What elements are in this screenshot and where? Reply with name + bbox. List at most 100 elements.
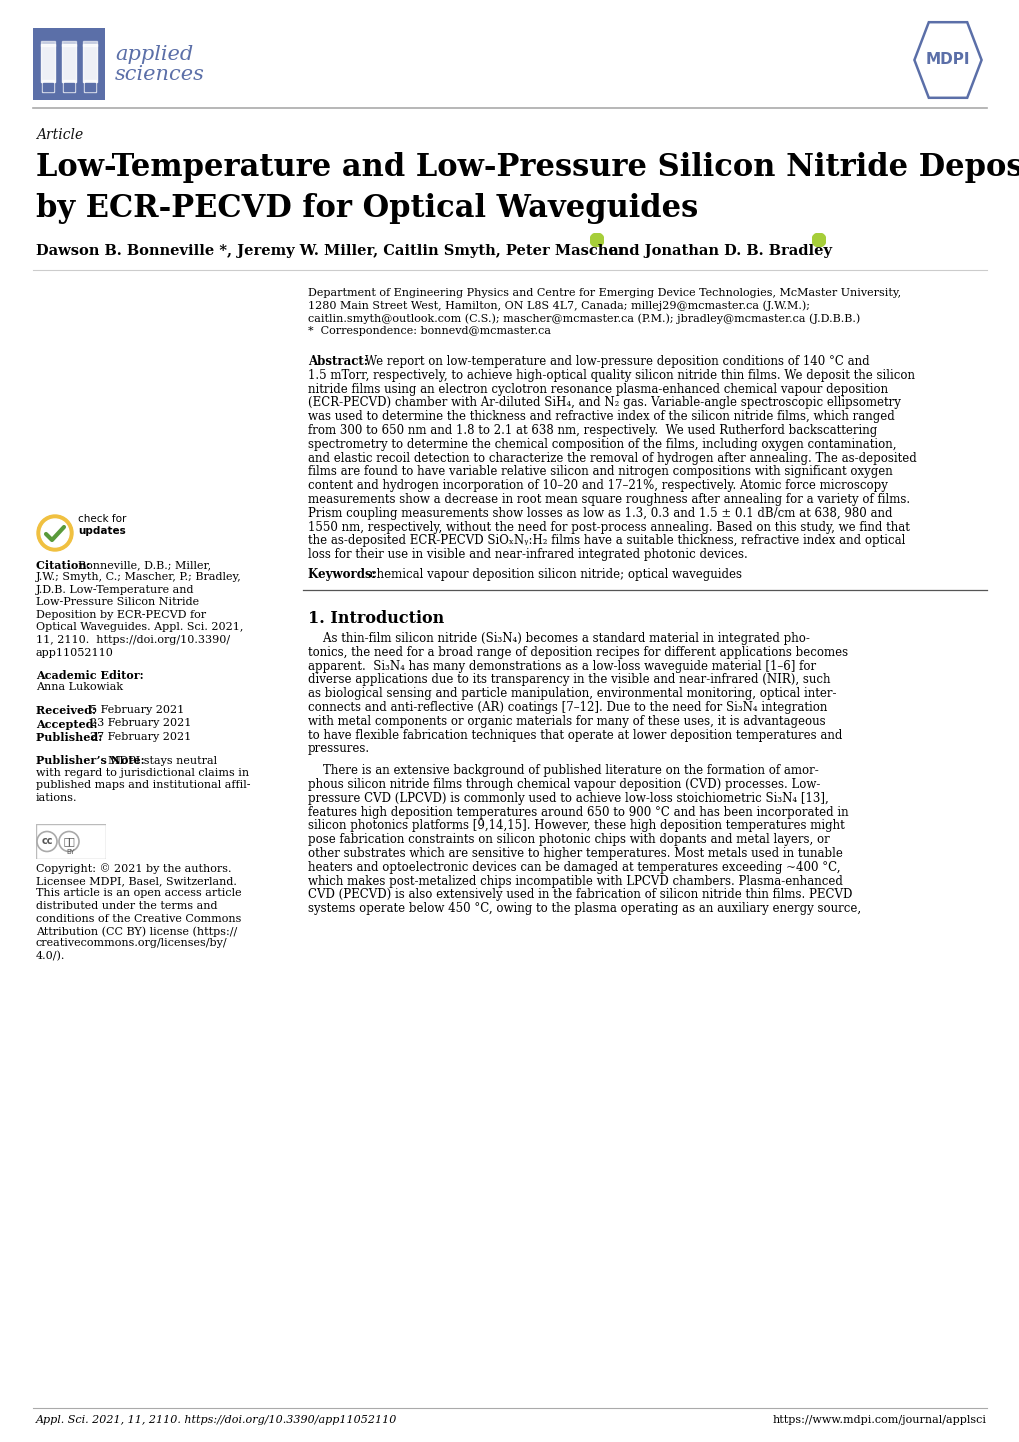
Text: Academic Editor:: Academic Editor: (36, 671, 148, 681)
Text: creativecommons.org/licenses/by/: creativecommons.org/licenses/by/ (36, 939, 227, 949)
Bar (83, 45, 97, 82)
Text: There is an extensive background of published literature on the formation of amo: There is an extensive background of publ… (308, 764, 818, 777)
Text: pressures.: pressures. (308, 743, 370, 756)
Text: CVD (PECVD) is also extensively used in the fabrication of silicon nitride thin : CVD (PECVD) is also extensively used in … (308, 888, 852, 901)
Circle shape (589, 234, 603, 247)
Text: as biological sensing and particle manipulation, environmental monitoring, optic: as biological sensing and particle manip… (308, 688, 836, 701)
Text: 1550 nm, respectively, without the need for post-process annealing. Based on thi: 1550 nm, respectively, without the need … (308, 521, 909, 534)
Bar (41, 40, 55, 46)
Text: Prism coupling measurements show losses as low as 1.3, 0.3 and 1.5 ± 0.1 dB/cm a: Prism coupling measurements show losses … (308, 506, 892, 519)
Text: and Jonathan D. B. Bradley: and Jonathan D. B. Bradley (603, 244, 837, 258)
Text: Deposition by ECR-PECVD for: Deposition by ECR-PECVD for (36, 610, 206, 620)
Text: 1.5 mTorr, respectively, to achieve high-optical quality silicon nitride thin fi: 1.5 mTorr, respectively, to achieve high… (308, 369, 914, 382)
Text: J.W.; Smyth, C.; Mascher, P.; Bradley,: J.W.; Smyth, C.; Mascher, P.; Bradley, (36, 572, 242, 583)
Text: phous silicon nitride films through chemical vapour deposition (CVD) processes. : phous silicon nitride films through chem… (308, 779, 819, 792)
Text: 5 February 2021: 5 February 2021 (90, 705, 184, 715)
Bar (63, 79, 75, 92)
Text: was used to determine the thickness and refractive index of the silicon nitride : was used to determine the thickness and … (308, 410, 894, 423)
Polygon shape (913, 22, 980, 98)
Text: the as-deposited ECR-PECVD SiOₓNᵧ:H₂ films have a suitable thickness, refractive: the as-deposited ECR-PECVD SiOₓNᵧ:H₂ fil… (308, 535, 905, 548)
Bar (84, 79, 96, 92)
Text: nitride films using an electron cyclotron resonance plasma-enhanced chemical vap: nitride films using an electron cyclotro… (308, 382, 888, 395)
Bar (43, 84, 53, 91)
Circle shape (59, 832, 78, 851)
Text: films are found to have variable relative silicon and nitrogen compositions with: films are found to have variable relativ… (308, 466, 892, 479)
Text: ⓑⓖ: ⓑⓖ (63, 836, 74, 846)
Text: and elastic recoil detection to characterize the removal of hydrogen after annea: and elastic recoil detection to characte… (308, 451, 916, 464)
Bar (85, 84, 95, 91)
Text: features high deposition temperatures around 650 to 900 °C and has been incorpor: features high deposition temperatures ar… (308, 806, 848, 819)
Text: diverse applications due to its transparency in the visible and near-infrared (N: diverse applications due to its transpar… (308, 673, 829, 686)
Text: Citation:: Citation: (36, 559, 95, 571)
Text: caitlin.smyth@outlook.com (C.S.); mascher@mcmaster.ca (P.M.); jbradley@mcmaster.: caitlin.smyth@outlook.com (C.S.); masche… (308, 313, 859, 323)
Text: This article is an open access article: This article is an open access article (36, 888, 242, 898)
Text: Abstract:: Abstract: (308, 355, 372, 368)
Text: https://www.mdpi.com/journal/applsci: https://www.mdpi.com/journal/applsci (772, 1415, 986, 1425)
Text: measurements show a decrease in root mean square roughness after annealing for a: measurements show a decrease in root mea… (308, 493, 909, 506)
Text: pose fabrication constraints on silicon photonic chips with dopants and metal la: pose fabrication constraints on silicon … (308, 833, 828, 846)
Text: Received:: Received: (36, 705, 100, 717)
Text: iD: iD (593, 238, 600, 242)
Text: from 300 to 650 nm and 1.8 to 2.1 at 638 nm, respectively.  We used Rutherford b: from 300 to 650 nm and 1.8 to 2.1 at 638… (308, 424, 876, 437)
Text: We report on low-temperature and low-pressure deposition conditions of 140 °C an: We report on low-temperature and low-pre… (365, 355, 869, 368)
Text: app11052110: app11052110 (36, 647, 114, 658)
Text: to have flexible fabrication techniques that operate at lower deposition tempera: to have flexible fabrication techniques … (308, 728, 842, 741)
Text: 1. Introduction: 1. Introduction (308, 610, 444, 627)
Text: *  Correspondence: bonnevd@mcmaster.ca: * Correspondence: bonnevd@mcmaster.ca (308, 326, 550, 336)
Text: Low-Temperature and Low-Pressure Silicon Nitride Deposition: Low-Temperature and Low-Pressure Silicon… (36, 151, 1019, 183)
Text: other substrates which are sensitive to higher temperatures. Most metals used in: other substrates which are sensitive to … (308, 846, 842, 859)
Text: spectrometry to determine the chemical composition of the films, including oxyge: spectrometry to determine the chemical c… (308, 438, 896, 451)
Text: with regard to jurisdictional claims in: with regard to jurisdictional claims in (36, 769, 249, 779)
Text: heaters and optoelectronic devices can be damaged at temperatures exceeding ~400: heaters and optoelectronic devices can b… (308, 861, 840, 874)
Bar (64, 84, 74, 91)
Text: loss for their use in visible and near-infrared integrated photonic devices.: loss for their use in visible and near-i… (308, 548, 747, 561)
Text: cc: cc (41, 836, 53, 846)
Text: 1280 Main Street West, Hamilton, ON L8S 4L7, Canada; millej29@mcmaster.ca (J.W.M: 1280 Main Street West, Hamilton, ON L8S … (308, 300, 809, 311)
Text: by ECR-PECVD for Optical Waveguides: by ECR-PECVD for Optical Waveguides (36, 193, 698, 224)
Text: Low-Pressure Silicon Nitride: Low-Pressure Silicon Nitride (36, 597, 199, 607)
Text: updates: updates (77, 526, 125, 536)
Bar (62, 45, 76, 82)
Text: Dawson B. Bonneville *, Jeremy W. Miller, Caitlin Smyth, Peter Mascher: Dawson B. Bonneville *, Jeremy W. Miller… (36, 244, 630, 258)
Text: Copyright: © 2021 by the authors.: Copyright: © 2021 by the authors. (36, 864, 231, 874)
Text: Published:: Published: (36, 733, 106, 743)
Text: MDPI stays neutral: MDPI stays neutral (108, 756, 217, 766)
Text: Attribution (CC BY) license (https://: Attribution (CC BY) license (https:// (36, 926, 237, 936)
Text: content and hydrogen incorporation of 10–20 and 17–21%, respectively. Atomic for: content and hydrogen incorporation of 10… (308, 479, 887, 492)
Text: BY: BY (66, 849, 75, 855)
Text: pressure CVD (LPCVD) is commonly used to achieve low-loss stoichiometric Si₃N₄ [: pressure CVD (LPCVD) is commonly used to… (308, 792, 828, 805)
Text: Optical Waveguides. Appl. Sci. 2021,: Optical Waveguides. Appl. Sci. 2021, (36, 623, 244, 633)
Text: 23 February 2021: 23 February 2021 (90, 718, 192, 728)
Text: 27 February 2021: 27 February 2021 (90, 733, 192, 743)
Bar (62, 40, 76, 46)
Text: chemical vapour deposition silicon nitride; optical waveguides: chemical vapour deposition silicon nitri… (370, 568, 741, 581)
Circle shape (811, 234, 825, 247)
Circle shape (37, 832, 57, 851)
Text: check for: check for (77, 513, 126, 523)
Text: iD: iD (814, 238, 822, 242)
Text: 4.0/).: 4.0/). (36, 952, 65, 962)
Bar (41, 45, 55, 82)
Text: silicon photonics platforms [9,14,15]. However, these high deposition temperatur: silicon photonics platforms [9,14,15]. H… (308, 819, 844, 832)
Text: which makes post-metalized chips incompatible with LPCVD chambers. Plasma-enhanc: which makes post-metalized chips incompa… (308, 875, 842, 888)
Text: conditions of the Creative Commons: conditions of the Creative Commons (36, 913, 242, 923)
Text: Article: Article (36, 128, 84, 141)
Text: Appl. Sci. 2021, 11, 2110. https://doi.org/10.3390/app11052110: Appl. Sci. 2021, 11, 2110. https://doi.o… (36, 1415, 397, 1425)
Circle shape (41, 519, 69, 547)
Bar (83, 40, 97, 46)
Bar (42, 79, 54, 92)
Text: Publisher’s Note:: Publisher’s Note: (36, 756, 149, 767)
Text: published maps and institutional affil-: published maps and institutional affil- (36, 780, 251, 790)
Text: Accepted:: Accepted: (36, 718, 101, 730)
Text: 11, 2110.  https://doi.org/10.3390/: 11, 2110. https://doi.org/10.3390/ (36, 634, 230, 645)
Text: Department of Engineering Physics and Centre for Emerging Device Technologies, M: Department of Engineering Physics and Ce… (308, 288, 900, 298)
Circle shape (37, 515, 73, 551)
Text: iations.: iations. (36, 793, 77, 803)
Text: distributed under the terms and: distributed under the terms and (36, 901, 217, 911)
Text: Licensee MDPI, Basel, Switzerland.: Licensee MDPI, Basel, Switzerland. (36, 875, 236, 885)
Text: apparent.  Si₃N₄ has many demonstrations as a low-loss waveguide material [1–6] : apparent. Si₃N₄ has many demonstrations … (308, 659, 815, 672)
Text: Keywords:: Keywords: (308, 568, 380, 581)
Text: As thin-film silicon nitride (Si₃N₄) becomes a standard material in integrated p: As thin-film silicon nitride (Si₃N₄) bec… (308, 632, 809, 645)
Text: Bonneville, D.B.; Miller,: Bonneville, D.B.; Miller, (77, 559, 211, 570)
Text: sciences: sciences (115, 65, 205, 84)
